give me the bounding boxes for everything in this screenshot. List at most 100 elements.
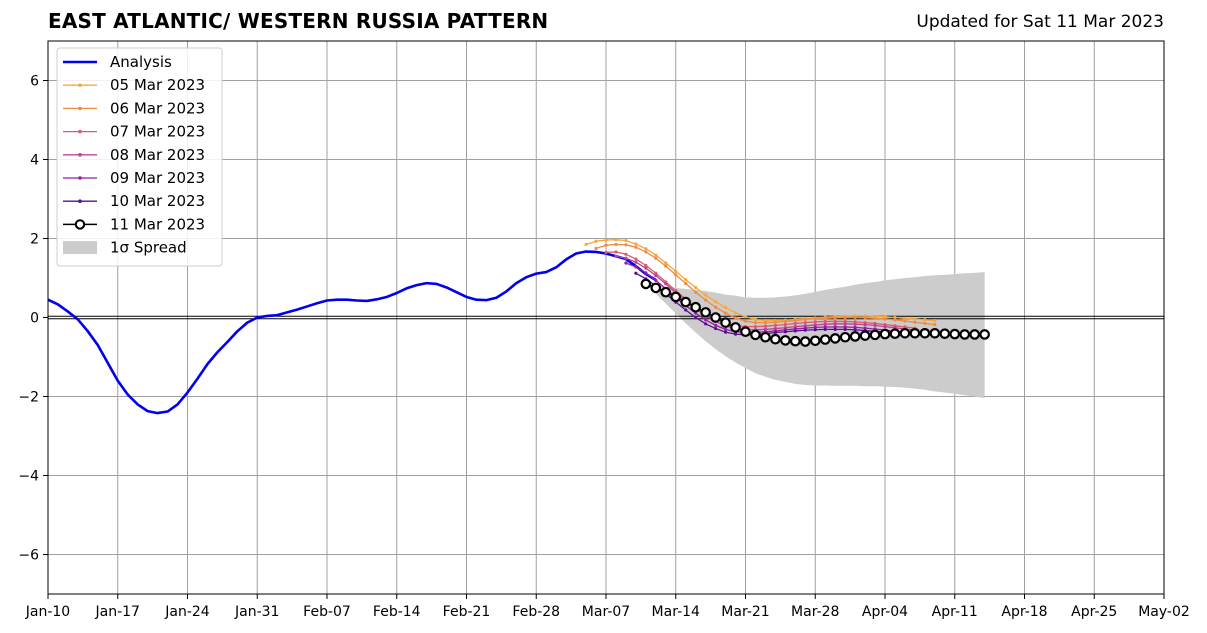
spread-band: [645, 272, 985, 399]
forecast-point: [869, 329, 881, 341]
forecast-point: [853, 322, 857, 326]
forecast-point: [793, 324, 797, 329]
forecast-point: [690, 301, 701, 313]
forecast-point: [873, 316, 877, 320]
forecast-point: [670, 291, 682, 303]
forecast-point: [604, 243, 608, 247]
forecast-point: [783, 330, 787, 334]
forecast-point: [883, 315, 887, 319]
forecast-point: [660, 286, 672, 298]
forecast-point: [823, 316, 827, 320]
forecast-point: [674, 269, 678, 273]
y-tick-label: −2: [18, 390, 39, 406]
forecast-point: [740, 326, 751, 338]
forecast-point: [790, 335, 801, 347]
forecast-point: [773, 323, 777, 327]
forecast-point: [694, 315, 698, 320]
forecast-point: [714, 305, 718, 309]
x-axis: Jan-10 Jan-17 Jan-24 Jan-31 Feb-07 Feb-14 Feb-…: [25, 594, 1190, 620]
legend-marker: [78, 153, 82, 157]
legend-marker: [78, 199, 82, 203]
forecast-series: [640, 278, 990, 347]
forecast-point: [624, 243, 628, 247]
forecast-point: [614, 254, 618, 258]
legend-entry: 08 Mar 2023: [63, 146, 205, 164]
forecast-point: [750, 329, 761, 341]
legend-label: 11 Mar 2023: [110, 215, 205, 233]
forecast-point: [704, 298, 708, 302]
forecast-point: [853, 328, 857, 332]
x-tick-label: Apr-25: [1071, 604, 1117, 620]
forecast-point: [624, 238, 628, 243]
forecast-point: [939, 328, 951, 339]
forecast-point: [684, 281, 688, 286]
forecast-point: [823, 319, 827, 324]
legend-box: [56, 47, 223, 267]
forecast-point: [913, 320, 917, 324]
forecast-point: [714, 323, 718, 327]
forecast-point: [843, 322, 847, 326]
legend-entry: 06 Mar 2023: [63, 99, 205, 117]
forecast-point: [793, 319, 797, 323]
forecast-point: [604, 238, 608, 242]
forecast-point: [773, 326, 777, 331]
forecast-point: [803, 317, 807, 322]
forecast-point: [873, 323, 877, 327]
forecast-point: [949, 328, 961, 340]
series-layer: [47, 238, 990, 415]
forecast-point: [863, 316, 867, 320]
legend-marker: [78, 83, 82, 87]
forecast-point: [694, 285, 698, 290]
forecast-point: [863, 326, 867, 330]
x-tick-label: Feb-21: [443, 604, 491, 620]
forecast-point: [813, 317, 817, 321]
forecast-point: [634, 257, 638, 261]
forecast-point: [664, 264, 668, 268]
y-tick-label: 0: [30, 311, 39, 327]
forecast-point: [783, 319, 787, 324]
x-tick-label: Apr-04: [862, 604, 908, 620]
forecast-point: [634, 271, 638, 275]
legend-entry: 10 Mar 2023: [63, 192, 205, 210]
forecast-point: [584, 242, 588, 247]
forecast-point: [664, 261, 668, 265]
forecast-point: [730, 322, 741, 333]
legend-entry: 07 Mar 2023: [63, 123, 205, 141]
forecast-point: [813, 323, 817, 327]
x-tick-label: Mar-07: [582, 604, 630, 620]
x-tick-label: Feb-14: [373, 604, 421, 620]
forecast-point: [644, 263, 648, 267]
legend-marker: [78, 106, 82, 111]
forecast-point: [684, 277, 688, 282]
forecast-point: [733, 311, 738, 315]
forecast-point: [833, 325, 837, 329]
forecast-point: [783, 323, 787, 327]
forecast-point: [723, 327, 728, 331]
forecast-point: [704, 293, 708, 297]
forecast-line: [605, 251, 915, 329]
forecast-point: [614, 242, 618, 247]
spread-layer: [645, 272, 985, 399]
x-tick-label: Apr-11: [932, 604, 978, 620]
forecast-point: [923, 321, 927, 326]
forecast-point: [773, 320, 777, 324]
legend: Analysis 05 Mar 2023 06 Mar 2023 07 Mar 202…: [56, 47, 223, 267]
forecast-point: [634, 245, 638, 249]
legend-entry: 11 Mar 2023: [63, 215, 205, 233]
forecast-point: [969, 329, 980, 340]
x-tick-label: Jan-17: [95, 604, 140, 620]
forecast-point: [614, 250, 618, 254]
forecast-point: [644, 271, 648, 275]
zero-line-layer: [48, 315, 1164, 320]
forecast-point: [720, 317, 731, 328]
forecast-point: [833, 319, 837, 324]
forecast-point: [624, 252, 628, 256]
legend-marker: [74, 219, 86, 230]
forecast-point: [909, 327, 921, 339]
forecast-point: [654, 256, 658, 260]
legend-label: 1σ Spread: [110, 239, 187, 257]
forecast-point: [654, 274, 658, 278]
forecast-point: [753, 324, 758, 329]
legend-label: 10 Mar 2023: [110, 192, 205, 210]
